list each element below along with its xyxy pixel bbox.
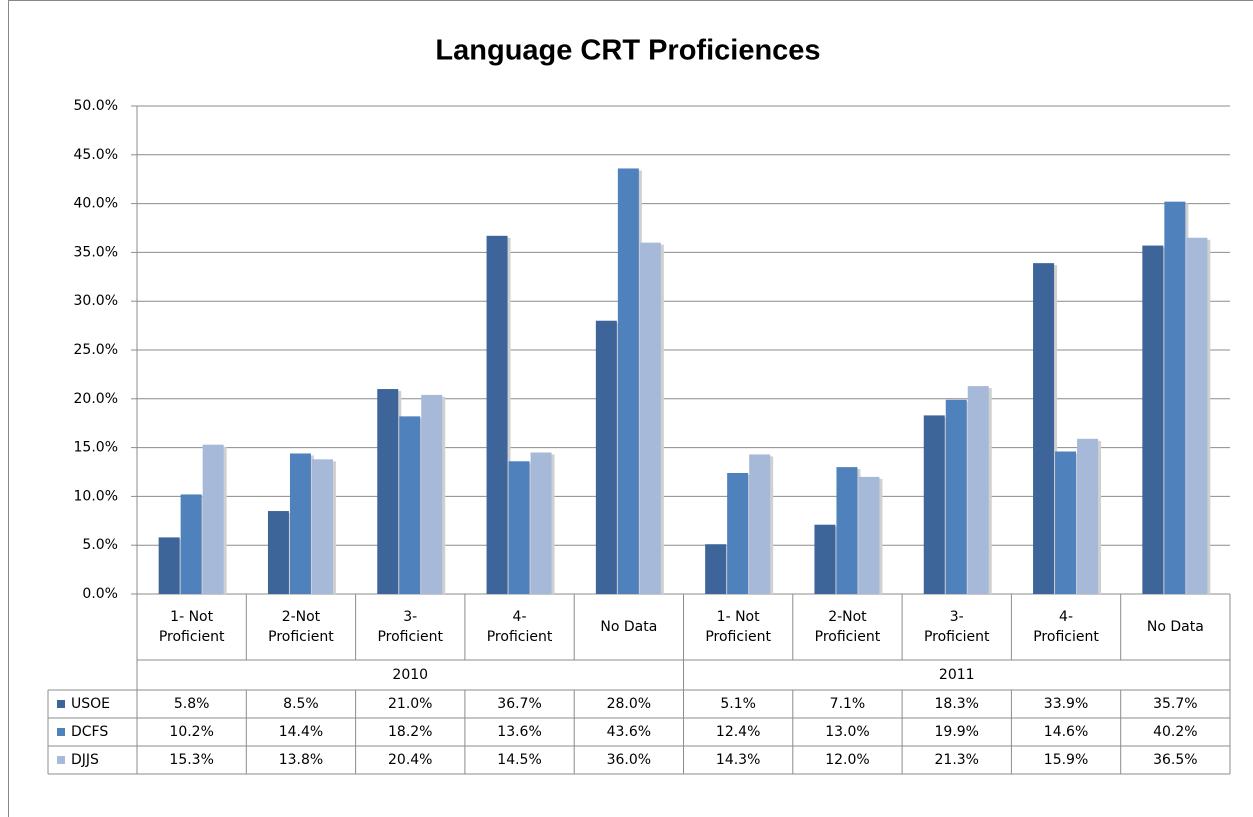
y-tick-label: 35.0% — [74, 244, 118, 260]
bar — [399, 416, 421, 594]
value-label: 35.7% — [1153, 696, 1197, 712]
bar — [617, 168, 639, 595]
y-tick-label: 25.0% — [74, 342, 118, 358]
value-label: 7.1% — [830, 696, 866, 712]
x-tick-label: 2-Not Proficient — [814, 609, 881, 645]
bar — [923, 415, 945, 594]
y-tick-label: 40.0% — [74, 196, 118, 212]
value-label: 36.0% — [607, 752, 651, 768]
value-label: 40.2% — [1153, 724, 1197, 740]
value-label: 5.1% — [720, 696, 756, 712]
x-tick-label: No Data — [1146, 619, 1204, 635]
legend-key — [57, 700, 65, 708]
legend-label: USOE — [71, 696, 110, 712]
bar — [727, 472, 749, 594]
value-label: 14.6% — [1044, 724, 1088, 740]
bar — [508, 461, 530, 594]
value-label: 15.3% — [169, 752, 213, 768]
bar — [967, 386, 989, 594]
x-tick-label: 2-Not Proficient — [268, 609, 334, 645]
value-label: 36.7% — [497, 696, 541, 712]
value-label: 18.3% — [935, 696, 979, 712]
y-tick-label: 20.0% — [74, 391, 118, 407]
y-tick-label: 10.0% — [74, 488, 118, 504]
bar — [1142, 245, 1164, 594]
legend-label: DCFS — [71, 724, 108, 740]
value-label: 20.4% — [388, 752, 432, 768]
value-label: 13.8% — [279, 752, 323, 768]
x-tick-label: 4- Proficient — [1033, 609, 1099, 645]
x-tick-label: 1- Not Proficient — [705, 609, 771, 645]
bar — [639, 242, 661, 594]
value-label: 10.2% — [169, 724, 213, 740]
group-label: 2011 — [939, 667, 975, 683]
value-label: 8.5% — [283, 696, 319, 712]
bar — [311, 459, 333, 594]
y-tick-label: 45.0% — [74, 147, 118, 163]
y-tick-label: 30.0% — [74, 293, 118, 309]
x-tick-label: 1- Not Proficient — [158, 609, 225, 645]
bar — [836, 467, 858, 594]
y-tick-label: 15.0% — [74, 440, 118, 456]
value-label: 21.3% — [935, 752, 979, 768]
bar — [945, 399, 967, 594]
legend-key — [57, 728, 65, 736]
x-tick-label: No Data — [600, 619, 658, 635]
value-label: 15.9% — [1044, 752, 1088, 768]
value-label: 13.6% — [497, 724, 541, 740]
bar — [486, 235, 508, 595]
y-tick-label: 50.0% — [74, 98, 118, 114]
bar — [1186, 237, 1208, 594]
value-label: 12.0% — [825, 752, 869, 768]
bar — [595, 320, 617, 594]
bar — [705, 544, 727, 594]
x-tick-label: 3- Proficient — [377, 609, 444, 645]
y-tick-label: 5.0% — [82, 537, 118, 553]
bar — [377, 389, 399, 594]
value-label: 14.3% — [716, 752, 760, 768]
bar — [180, 494, 202, 594]
bar — [749, 454, 771, 594]
value-label: 12.4% — [716, 724, 760, 740]
bar — [202, 444, 224, 594]
value-label: 36.5% — [1153, 752, 1197, 768]
x-tick-label: 4- Proficient — [486, 609, 553, 645]
value-label: 33.9% — [1044, 696, 1088, 712]
chart-title: Language CRT Proficiences — [435, 35, 820, 67]
bar — [289, 453, 311, 594]
bar — [1077, 438, 1099, 594]
value-label: 43.6% — [607, 724, 651, 740]
value-label: 21.0% — [388, 696, 432, 712]
bar — [530, 452, 552, 594]
bar — [814, 524, 836, 594]
bar — [1055, 451, 1077, 594]
legend-key — [57, 756, 65, 764]
bar — [421, 394, 443, 594]
legend-label: DJJS — [71, 752, 99, 768]
bar — [158, 537, 180, 594]
value-label: 14.5% — [497, 752, 541, 768]
group-label: 2010 — [392, 667, 428, 683]
value-label: 19.9% — [935, 724, 979, 740]
bar — [267, 511, 289, 594]
bar — [1033, 263, 1055, 594]
value-label: 18.2% — [388, 724, 432, 740]
value-label: 13.0% — [825, 724, 869, 740]
value-label: 5.8% — [174, 696, 210, 712]
x-tick-label: 3- Proficient — [923, 609, 990, 645]
bar — [1164, 201, 1186, 594]
bar — [858, 476, 880, 594]
y-tick-label: 0.0% — [82, 586, 118, 602]
value-label: 14.4% — [279, 724, 323, 740]
value-label: 28.0% — [607, 696, 651, 712]
